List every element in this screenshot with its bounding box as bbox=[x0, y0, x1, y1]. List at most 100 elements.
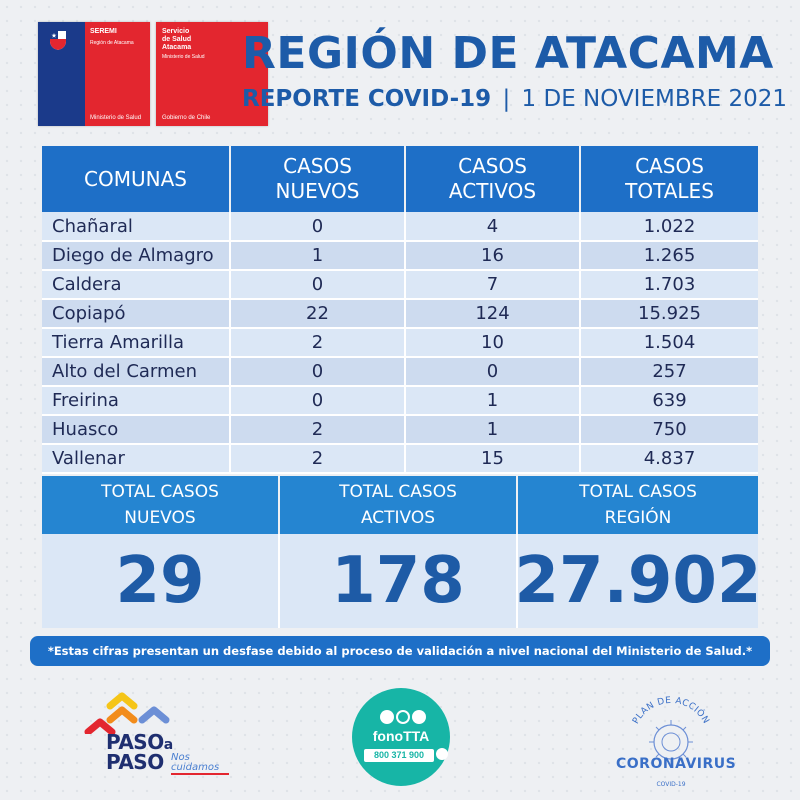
table-row: Tierra Amarilla 2 10 1.504 bbox=[42, 328, 758, 358]
total-activos: TOTAL CASOS ACTIVOS 178 bbox=[280, 476, 518, 628]
cell-totales: 15.925 bbox=[580, 299, 758, 329]
cell-nuevos: 0 bbox=[230, 270, 406, 300]
paso-a-paso-logo: PASOa PASO Nos cuidamos bbox=[80, 690, 240, 782]
servicio-logo-gov: Gobierno de Chile bbox=[162, 115, 211, 121]
table-row: Caldera 0 7 1.703 bbox=[42, 270, 758, 300]
cell-comuna: Alto del Carmen bbox=[42, 357, 231, 387]
cell-comuna: Chañaral bbox=[42, 212, 231, 242]
header-casos-activos: CASOS ACTIVOS bbox=[405, 146, 581, 212]
total-nuevos: TOTAL CASOS NUEVOS 29 bbox=[42, 476, 280, 628]
header-comunas: COMUNAS bbox=[42, 146, 231, 212]
total-nuevos-label-line2: NUEVOS bbox=[124, 508, 196, 528]
cell-nuevos: 2 bbox=[230, 328, 406, 358]
virus-icon bbox=[396, 710, 410, 724]
cases-table: COMUNAS CASOS NUEVOS CASOS ACTIVOS CASOS TO… bbox=[42, 146, 758, 474]
report-label: REPORTE COVID-19 bbox=[242, 86, 492, 112]
cell-nuevos: 2 bbox=[230, 444, 406, 474]
servicio-logo-line3: Atacama bbox=[162, 44, 192, 51]
phone-icon bbox=[380, 710, 394, 724]
cell-nuevos: 22 bbox=[230, 299, 406, 329]
seremi-logo-ministry: Ministerio de Salud bbox=[90, 115, 142, 121]
total-nuevos-label: TOTAL CASOS NUEVOS bbox=[42, 476, 280, 534]
plan-coronavirus-logo: PLAN DE ACCIÓN CORONAVIRUS COVID-19 bbox=[616, 690, 737, 794]
header-activos-line1: CASOS bbox=[458, 154, 527, 178]
cell-nuevos: 2 bbox=[230, 415, 406, 445]
cell-activos: 1 bbox=[405, 386, 581, 416]
servicio-salud-logo: Servicio de Salud Atacama Ministerio de … bbox=[156, 22, 268, 126]
cell-activos: 15 bbox=[405, 444, 581, 474]
corona-word: CORONAVIRUS bbox=[616, 756, 737, 772]
totals-panel: TOTAL CASOS NUEVOS 29 TOTAL CASOS ACTIVO… bbox=[42, 476, 761, 628]
seremi-logo-region: Región de Atacama bbox=[90, 40, 134, 46]
cell-totales: 1.703 bbox=[580, 270, 758, 300]
table-row: Alto del Carmen 0 0 257 bbox=[42, 357, 758, 387]
table-row: Vallenar 2 15 4.837 bbox=[42, 444, 758, 474]
table-header-row: COMUNAS CASOS NUEVOS CASOS ACTIVOS CASOS TO… bbox=[42, 146, 758, 212]
cell-activos: 16 bbox=[405, 241, 581, 271]
total-region-label-line1: TOTAL CASOS bbox=[579, 482, 697, 502]
header-totales-line2: TOTALES bbox=[625, 179, 714, 203]
paso-word1: PASO bbox=[106, 730, 164, 754]
total-activos-label: TOTAL CASOS ACTIVOS bbox=[280, 476, 518, 534]
header-comunas-label: COMUNAS bbox=[84, 166, 187, 191]
servicio-logo-line1: Servicio bbox=[162, 28, 190, 35]
paso-underline bbox=[171, 773, 229, 775]
disclaimer-banner: *Estas cifras presentan un desfase debid… bbox=[30, 636, 770, 666]
paso-word2: PASO bbox=[106, 750, 164, 774]
cell-nuevos: 0 bbox=[230, 357, 406, 387]
table-row: Huasco 2 1 750 bbox=[42, 415, 758, 445]
report-subtitle: REPORTE COVID-19 | 1 DE NOVIEMBRE 2021 bbox=[242, 86, 787, 112]
badge-icon bbox=[436, 748, 448, 760]
cell-activos: 124 bbox=[405, 299, 581, 329]
chile-coat-of-arms-icon bbox=[50, 31, 66, 50]
total-activos-value: 178 bbox=[280, 534, 518, 628]
cell-activos: 7 bbox=[405, 270, 581, 300]
cell-comuna: Diego de Almagro bbox=[42, 241, 231, 271]
cell-comuna: Tierra Amarilla bbox=[42, 328, 231, 358]
cases-table-container: COMUNAS CASOS NUEVOS CASOS ACTIVOS CASOS TO… bbox=[42, 146, 758, 474]
paso-line1: PASOa bbox=[106, 730, 173, 754]
servicio-logo-line2: de Salud bbox=[162, 36, 192, 43]
total-region-value: 27.902 bbox=[515, 534, 761, 628]
cell-comuna: Copiapó bbox=[42, 299, 231, 329]
covid-word: COVID-19 bbox=[656, 781, 686, 788]
paso-nos: Nos bbox=[171, 752, 190, 763]
cell-activos: 0 bbox=[405, 357, 581, 387]
report-date: 1 DE NOVIEMBRE 2021 bbox=[521, 86, 787, 112]
cell-totales: 750 bbox=[580, 415, 758, 445]
seremi-logo-title: SEREMI bbox=[90, 28, 117, 35]
cell-totales: 4.837 bbox=[580, 444, 758, 474]
cell-totales: 257 bbox=[580, 357, 758, 387]
servicio-logo-stripes bbox=[156, 22, 268, 126]
paso-chevrons-icon bbox=[84, 692, 170, 734]
cell-totales: 1.022 bbox=[580, 212, 758, 242]
cell-activos: 4 bbox=[405, 212, 581, 242]
table-row: Chañaral 0 4 1.022 bbox=[42, 212, 758, 242]
fono-tta-logo: fonoTTA 800 371 900 bbox=[352, 688, 450, 786]
total-region-label: TOTAL CASOS REGIÓN bbox=[518, 476, 758, 534]
seremi-logo-red-stripe bbox=[85, 22, 150, 126]
cell-comuna: Freirina bbox=[42, 386, 231, 416]
total-nuevos-label-line1: TOTAL CASOS bbox=[101, 482, 219, 502]
cell-comuna: Vallenar bbox=[42, 444, 231, 474]
cell-comuna: Caldera bbox=[42, 270, 231, 300]
fono-title: fonoTTA bbox=[372, 728, 430, 744]
paso-cuidamos: cuidamos bbox=[171, 762, 220, 773]
total-nuevos-value: 29 bbox=[42, 534, 280, 628]
paso-a: a bbox=[163, 737, 173, 753]
header-activos-line2: ACTIVOS bbox=[448, 179, 537, 203]
total-region: TOTAL CASOS REGIÓN 27.902 bbox=[515, 476, 761, 628]
cell-totales: 1.265 bbox=[580, 241, 758, 271]
servicio-logo-sub: Ministerio de Salud bbox=[162, 54, 205, 60]
page-title: REGIÓN DE ATACAMA bbox=[242, 28, 774, 79]
cell-totales: 639 bbox=[580, 386, 758, 416]
cell-nuevos: 0 bbox=[230, 212, 406, 242]
cell-activos: 1 bbox=[405, 415, 581, 445]
servicio-logo-red-stripe bbox=[156, 22, 268, 126]
home-icon bbox=[412, 710, 426, 724]
cell-totales: 1.504 bbox=[580, 328, 758, 358]
seremi-logo: SEREMI Región de Atacama Ministerio de S… bbox=[38, 22, 150, 126]
header-totales-line1: CASOS bbox=[635, 154, 704, 178]
total-activos-label-line2: ACTIVOS bbox=[360, 508, 436, 528]
header-casos-nuevos: CASOS NUEVOS bbox=[230, 146, 406, 212]
